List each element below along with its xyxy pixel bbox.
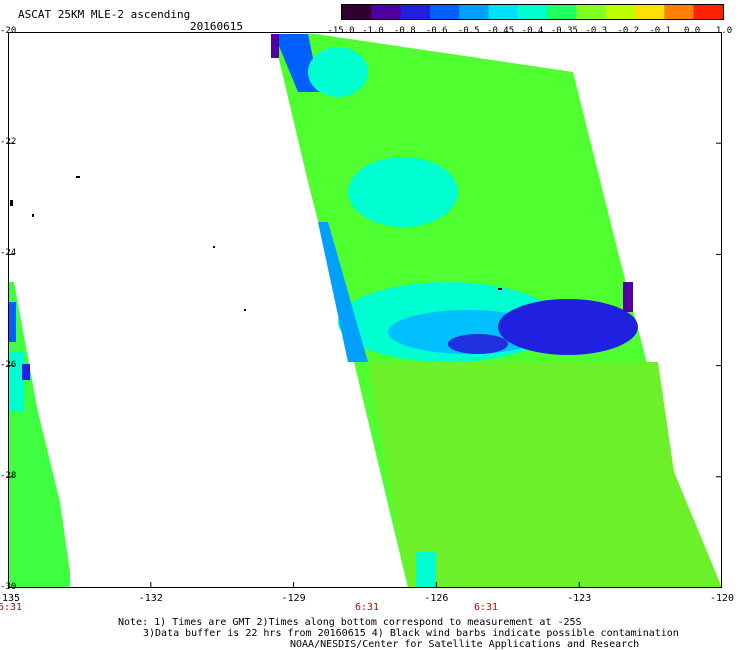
time-label: 6:31 [0,602,23,613]
y-axis-label: -24 [0,248,17,259]
swath-main-lower [368,362,722,588]
swath-west-area [8,282,70,588]
barb [76,176,80,178]
swath-west-darkblue [22,364,30,380]
y-axis-label: -28 [0,470,17,481]
swath-main [271,34,722,588]
barb [10,200,13,206]
note-line-2: 3)Data buffer is 22 hrs from 20160615 4)… [143,628,679,639]
note-line-3: NOAA/NESDIS/Center for Satellite Applica… [290,639,640,650]
barb [498,288,502,290]
colorbar-segment [429,5,460,19]
x-axis-label: -126 [424,593,449,604]
time-label: 6:31 [473,602,499,613]
cyan-region-3 [308,47,368,97]
colorbar-label: -0.2 [617,26,640,36]
map-date: 20160615 [190,20,243,33]
y-axis-label: -30 [0,582,17,592]
y-axis-label: -26 [0,359,17,370]
map-plot [8,32,722,588]
colorbar [341,4,724,20]
colorbar-segment [488,5,519,19]
barb [32,214,34,217]
west-edge-blue-2 [318,222,368,362]
wind-barbs [10,176,502,311]
colorbar-label: -0.8 [393,26,416,36]
map-title: ASCAT 25KM MLE-2 ascending [18,8,191,21]
colorbar-label: -0.35 [550,26,578,36]
colorbar-labels: -15.0 -1.0 -0.8 -0.6 -0.5 -0.45 -0.4 -0.35 -0.3-… [327,26,732,38]
colorbar-label: -0.6 [425,26,448,36]
colorbar-segment [635,5,665,19]
cyan-region-1 [348,157,458,227]
colorbar-segment [400,5,431,19]
colorbar-label: 0.0 [683,26,701,36]
x-axis-label: -132 [138,593,163,604]
colorbar-segment [459,5,490,19]
blue-region [498,299,638,355]
x-axis-label: -123 [567,593,592,604]
west-edge-blue [274,34,320,92]
colorbar-segment [371,5,402,19]
colorbar-label: -0.3 [585,26,608,36]
blue-region-2 [448,334,508,354]
colorbar-segment [605,5,636,19]
dark-pixel-2 [271,34,279,58]
colorbar-label: -0.4 [521,26,544,36]
swath-west [8,282,70,588]
swath-west-cyan [8,352,24,412]
colorbar-segment [547,5,577,19]
time-label: 6:31 [354,602,380,613]
colorbar-label: -1.0 [362,26,384,36]
colorbar-label: -0.5 [457,26,480,36]
x-axis-label: -120 [709,593,735,604]
colorbar-segment [693,5,723,19]
swath-west-blue [8,302,16,342]
grid [8,32,722,588]
colorbar-segment [576,5,607,19]
x-axis-label: -129 [281,593,306,604]
dark-pixel [623,282,633,312]
note-line-1: Note: 1) Times are GMT 2)Times along bot… [118,617,582,628]
cyan-bottom [416,552,436,588]
barb [213,246,215,248]
x-axis-label: -135 [0,593,21,604]
plot-frame [8,32,722,588]
colorbar-label: -0.1 [649,26,671,36]
barb [244,309,246,311]
colorbar-label: 1.0 [715,26,733,36]
colorbar-segment [517,5,548,19]
colorbar-segment [664,5,695,19]
y-axis-label: -22 [0,137,17,148]
colorbar-label: -0.45 [487,26,515,36]
colorbar-label: -15.0 [327,26,355,36]
y-axis-label: -20 [0,26,17,36]
colorbar-segment [342,5,372,19]
